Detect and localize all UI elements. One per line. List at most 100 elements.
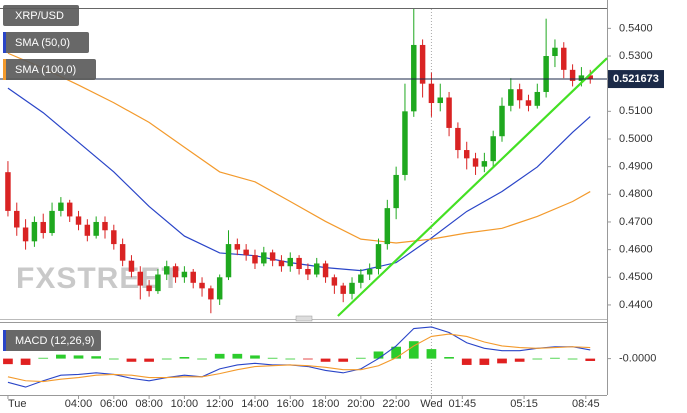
candle-body (75, 216, 82, 225)
candle-body (322, 263, 329, 278)
candle-body (455, 127, 461, 151)
histogram-bar (3, 358, 13, 365)
legend-label: XRP/USD (15, 10, 64, 22)
candle-body (340, 285, 346, 294)
histogram-bar (444, 357, 454, 359)
histogram-bar (179, 357, 190, 359)
histogram-bar (497, 358, 507, 364)
y-tick-label: 0.4600 (619, 244, 653, 256)
candle-body (313, 263, 320, 275)
histogram-bar (479, 358, 490, 365)
candle-body (14, 210, 20, 228)
candle-body (481, 161, 488, 167)
x-tick-label: Tue (8, 398, 27, 410)
candle-body (463, 150, 470, 159)
y-tick-label: 0.4400 (619, 299, 653, 311)
legend-swatch (3, 330, 6, 351)
candle-body (411, 44, 417, 112)
candle-body (508, 89, 514, 106)
candle-body (499, 105, 505, 137)
x-tick-label: Wed (420, 398, 442, 410)
candle-body (525, 100, 532, 106)
legend-box (3, 5, 79, 26)
last-price-label: 0.521673 (613, 73, 659, 85)
histogram-bar (585, 358, 596, 361)
candle-body (569, 69, 576, 81)
histogram-bar (320, 358, 331, 362)
candle-body (66, 202, 73, 217)
histogram-bar (161, 358, 172, 360)
legend-box (3, 59, 96, 80)
candle-body (419, 44, 426, 84)
x-tick-label: 04:00 (65, 398, 93, 410)
y-tick-label: 0.5400 (619, 22, 653, 34)
x-tick-label: 14:00 (241, 398, 269, 410)
histogram-bar (232, 353, 243, 359)
y-tick-label: 0.5000 (619, 133, 653, 145)
y-tick-label: 0.5300 (619, 50, 653, 62)
x-tick-label: 12:00 (206, 398, 234, 410)
candle-body (561, 47, 567, 70)
candle-body (172, 266, 179, 278)
x-tick-label: 06:00 (100, 398, 128, 410)
legend: XRP/USD SMA (50,0) SMA (100,0) MACD (12,26,… (3, 5, 101, 351)
y-tick-label: 0.4800 (619, 188, 653, 200)
candle-body (516, 89, 523, 101)
histogram-bar (514, 358, 525, 362)
x-tick-label: 08:00 (135, 398, 163, 410)
candle-body (490, 136, 496, 162)
x-tick-label: 08:45 (572, 398, 600, 410)
candle-body (58, 202, 64, 211)
histogram-bar (73, 355, 84, 359)
candle-body (119, 244, 126, 261)
candle-body (164, 266, 170, 275)
legend-label: SMA (50,0) (15, 37, 70, 49)
candle-body (216, 277, 223, 300)
histogram-bar (426, 349, 437, 359)
candle-body (446, 97, 452, 128)
candle-body (5, 172, 11, 211)
last-price-box (608, 70, 664, 89)
candle-body (437, 97, 443, 104)
candle-body (102, 221, 108, 231)
histogram-bar (355, 357, 366, 359)
y-tick-label: 0.4700 (619, 216, 653, 228)
histogram-bar (461, 358, 472, 365)
macd-line (7, 333, 591, 383)
candle-body (208, 288, 214, 300)
candle-body (199, 282, 205, 289)
candle-body (287, 257, 294, 267)
histogram-bar (373, 351, 384, 359)
candle-body (587, 75, 593, 79)
candle-body (269, 252, 276, 261)
x-tick-label: 01:45 (449, 398, 477, 410)
candle-body (278, 260, 285, 267)
candle-body (552, 47, 558, 57)
candle-body (393, 174, 399, 209)
histogram-bar (214, 353, 225, 359)
histogram-bar (267, 357, 278, 359)
candle-body (146, 285, 152, 292)
candle-body (296, 257, 302, 269)
histogram-bar (408, 341, 419, 359)
candle-body (155, 274, 161, 292)
candle-body (261, 252, 267, 264)
candle-body (252, 255, 258, 264)
x-tick-label: 18:00 (312, 398, 340, 410)
legend-swatch (3, 32, 6, 53)
candle-body (375, 244, 382, 269)
candle-body (358, 274, 364, 283)
candle-body (305, 268, 311, 275)
x-tick-label: 16:00 (277, 398, 305, 410)
histogram-bar (56, 354, 66, 359)
x-tick-label: 20:00 (347, 398, 375, 410)
candle-body (128, 260, 135, 272)
histogram-bar (108, 358, 119, 360)
candle-body (137, 271, 144, 286)
candle-body (543, 56, 549, 92)
legend-box (3, 32, 89, 53)
x-tick-label: 05:15 (510, 398, 538, 410)
candle-body (49, 210, 55, 234)
